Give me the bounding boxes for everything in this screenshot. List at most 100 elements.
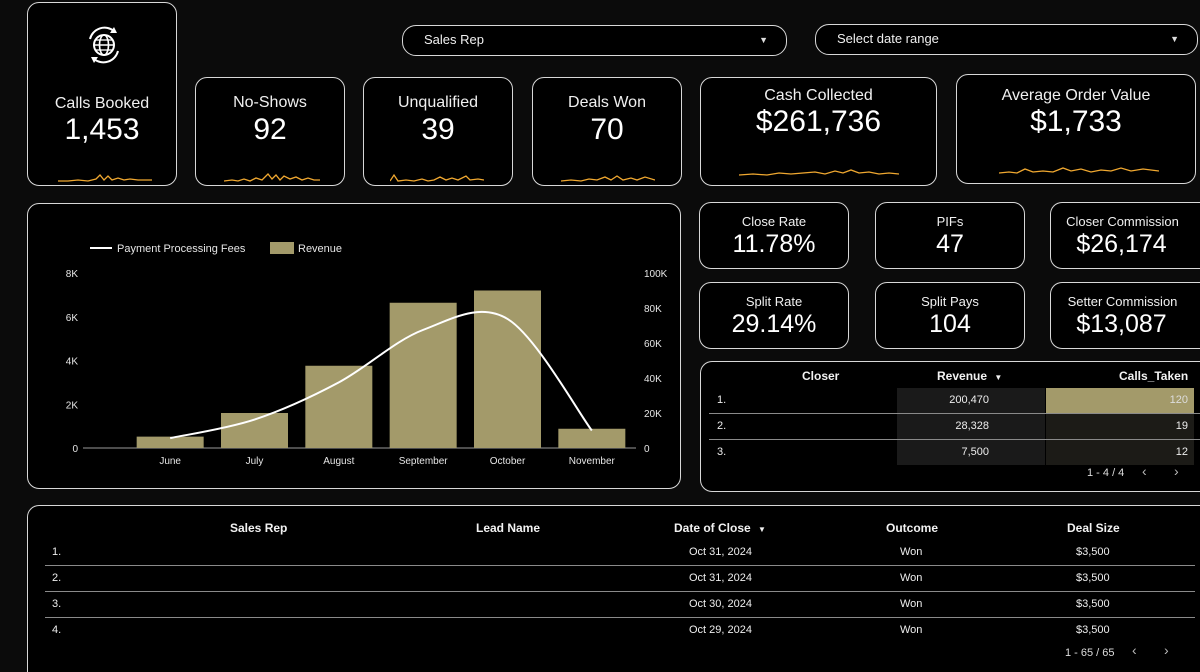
- close-rate-value: 11.78%: [732, 230, 816, 258]
- legend-fees-label: Payment Processing Fees: [117, 243, 246, 255]
- caret-down-icon[interactable]: ▼: [1170, 34, 1179, 44]
- table-row[interactable]: 1. Oct 31, 2024 Won $3,500: [28, 542, 1200, 568]
- avg-order-value-value: $1,733: [1030, 105, 1122, 138]
- row-index: 3.: [717, 446, 727, 458]
- cash-collected-sparkline: [739, 169, 899, 176]
- unqualified-value: 39: [421, 113, 455, 146]
- table-row[interactable]: 1. 200,470 120: [701, 388, 1200, 414]
- calls-bar: [1046, 440, 1194, 465]
- split-pays-card: Split Pays 104: [875, 282, 1025, 349]
- deals-won-sparkline: [561, 175, 655, 182]
- deals-won-card: Deals Won 70: [532, 77, 682, 186]
- deal-size-column-header[interactable]: Deal Size: [1067, 521, 1120, 535]
- globe-refresh-icon: [89, 26, 119, 64]
- x-tick-label: August: [323, 456, 354, 467]
- split-pays-value: 104: [929, 310, 971, 338]
- x-tick-label: July: [246, 456, 264, 467]
- closer-table-pager: 1 - 4 / 4: [1087, 467, 1125, 479]
- setter-commission-value: $13,087: [1076, 310, 1167, 338]
- row-divider: [45, 617, 1195, 618]
- row-divider: [709, 439, 1200, 440]
- revenue-bar[interactable]: [221, 413, 288, 448]
- sort-desc-icon[interactable]: ▼: [994, 373, 1003, 382]
- unqualified-label: Unqualified: [397, 94, 479, 111]
- split-rate-card: Split Rate 29.14%: [699, 282, 849, 349]
- sales-rep-dropdown[interactable]: Sales Rep ▼: [402, 25, 787, 56]
- no-shows-card: No-Shows 92: [195, 77, 345, 186]
- table-row[interactable]: 4. Oct 29, 2024 Won $3,500: [28, 620, 1200, 646]
- sort-desc-icon[interactable]: ▼: [758, 525, 766, 534]
- close-rate-card: Close Rate 11.78%: [699, 202, 849, 269]
- avg-order-value-card: Average Order Value $1,733: [956, 74, 1196, 184]
- date-of-close-cell: Oct 30, 2024: [689, 598, 752, 610]
- y-right-tick-label: 80K: [644, 304, 662, 315]
- calls-booked-label: Calls Booked: [54, 95, 150, 112]
- pifs-value: 47: [936, 230, 964, 258]
- closer-commission-card: Closer Commission $26,174: [1050, 202, 1200, 269]
- outcome-cell: Won: [900, 546, 923, 558]
- chevron-right-icon[interactable]: ›: [1164, 642, 1169, 658]
- revenue-bar[interactable]: [305, 365, 373, 448]
- revenue-bar[interactable]: [136, 436, 204, 448]
- revenue-cell: 28,328: [955, 420, 989, 432]
- date-of-close-cell: Oct 31, 2024: [689, 572, 752, 584]
- closer-table-card: Closer Revenue ▼ Calls_Taken 1. 200,470 12…: [700, 361, 1200, 492]
- table-row[interactable]: 3. Oct 30, 2024 Won $3,500: [28, 594, 1200, 620]
- chevron-left-icon[interactable]: ‹: [1132, 642, 1137, 658]
- calls-booked-sparkline: [58, 174, 152, 182]
- revenue-column-header[interactable]: Revenue ▼: [937, 369, 1002, 383]
- y-right-tick-label: 0: [644, 444, 650, 455]
- date-range-dropdown-label: Select date range: [837, 31, 939, 46]
- deal-size-cell: $3,500: [1076, 598, 1110, 610]
- table-row[interactable]: 2. Oct 31, 2024 Won $3,500: [28, 568, 1200, 594]
- caret-down-icon[interactable]: ▼: [759, 35, 768, 45]
- date-range-dropdown[interactable]: Select date range ▼: [815, 24, 1198, 55]
- cash-collected-value: $261,736: [755, 105, 882, 138]
- setter-commission-card: Setter Commission $13,087: [1050, 282, 1200, 349]
- legend-revenue-label: Revenue: [298, 243, 342, 255]
- outcome-column-header[interactable]: Outcome: [886, 521, 939, 535]
- closer-column-header[interactable]: Closer: [802, 369, 840, 383]
- no-shows-value: 92: [253, 113, 287, 146]
- y-right-tick-label: 100K: [644, 269, 668, 280]
- calls-taken-column-header[interactable]: Calls_Taken: [1119, 369, 1189, 383]
- revenue-fees-chart-card: Payment Processing Fees Revenue 0 2K 4K 6K 8…: [27, 203, 681, 489]
- deal-size-cell: $3,500: [1076, 546, 1110, 558]
- sales-rep-column-header[interactable]: Sales Rep: [230, 521, 288, 535]
- chevron-right-icon[interactable]: ›: [1174, 463, 1179, 479]
- close-rate-label: Close Rate: [741, 214, 807, 229]
- date-of-close-cell: Oct 31, 2024: [689, 546, 752, 558]
- revenue-bar[interactable]: [474, 290, 541, 449]
- table-row[interactable]: 2. 28,328 19: [701, 414, 1200, 440]
- row-index: 1.: [717, 394, 727, 406]
- revenue-cell-bg: [897, 388, 1045, 413]
- processing-fees-line[interactable]: [169, 310, 593, 440]
- calls-taken-cell: 19: [1175, 420, 1188, 432]
- row-divider: [45, 565, 1195, 566]
- chevron-left-icon[interactable]: ‹: [1142, 463, 1147, 479]
- lead-name-column-header[interactable]: Lead Name: [476, 521, 541, 535]
- split-rate-label: Split Rate: [745, 294, 803, 309]
- revenue-cell: 7,500: [961, 446, 989, 458]
- x-tick-label: September: [399, 456, 449, 467]
- revenue-cell-bg: [897, 440, 1045, 465]
- date-of-close-column-header[interactable]: Date of Close ▼: [674, 521, 766, 535]
- unqualified-card: Unqualified 39: [363, 77, 513, 186]
- calls-taken-cell: 12: [1175, 446, 1188, 458]
- avg-order-value-sparkline: [999, 167, 1159, 174]
- revenue-bar[interactable]: [389, 302, 457, 448]
- revenue-bar[interactable]: [558, 428, 626, 448]
- cash-collected-card: Cash Collected $261,736: [700, 77, 937, 186]
- row-index: 2.: [52, 572, 62, 584]
- calls-booked-value: 1,453: [64, 113, 140, 146]
- row-index: 3.: [52, 598, 62, 610]
- table-row[interactable]: 3. 7,500 12: [701, 440, 1200, 466]
- deals-won-label: Deals Won: [568, 94, 646, 111]
- y-right-tick-label: 60K: [644, 339, 662, 350]
- pifs-card: PIFs 47: [875, 202, 1025, 269]
- y-left-tick-label: 6K: [66, 313, 79, 324]
- calls-taken-cell: 120: [1169, 394, 1188, 406]
- revenue-fees-chart: Payment Processing Fees Revenue 0 2K 4K 6K 8…: [66, 242, 668, 467]
- no-shows-sparkline: [224, 173, 320, 182]
- y-left-tick-label: 0: [72, 444, 78, 455]
